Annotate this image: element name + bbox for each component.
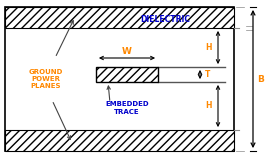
Text: H: H	[205, 101, 211, 110]
Bar	[5, 7, 234, 28]
Text: T: T	[205, 70, 211, 79]
Text: W: W	[122, 46, 132, 55]
Text: B: B	[258, 75, 264, 83]
Text: DIELECTRIC: DIELECTRIC	[140, 15, 190, 24]
Text: EMBEDDED
TRACE: EMBEDDED TRACE	[105, 101, 149, 115]
Text: GROUND
POWER
PLANES: GROUND POWER PLANES	[29, 69, 63, 89]
Bar	[5, 7, 234, 151]
Text: H: H	[205, 43, 211, 52]
Bar	[96, 67, 158, 82]
Bar	[5, 130, 234, 151]
